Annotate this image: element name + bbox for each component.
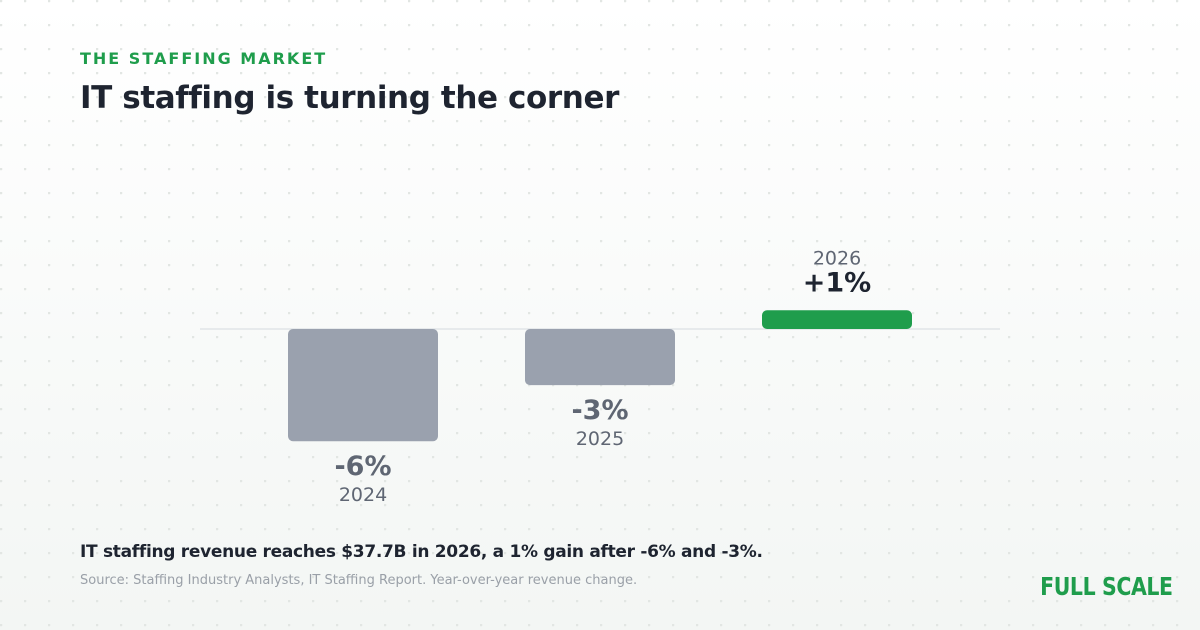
category-label-2025: 2025	[576, 428, 624, 450]
category-label-2024: 2024	[339, 484, 387, 506]
chart-caption: IT staffing revenue reaches $37.7B in 20…	[80, 542, 763, 562]
category-label-2026: 2026	[813, 247, 861, 269]
value-label-2026: +1%	[803, 267, 871, 298]
eyebrow-label: THE STAFFING MARKET	[80, 49, 328, 68]
bar-2025	[525, 329, 675, 386]
brand-logo: FULL SCALE	[1040, 572, 1173, 601]
source-note: Source: Staffing Industry Analysts, IT S…	[80, 573, 638, 588]
bar-2026	[762, 310, 912, 329]
page-title: IT staffing is turning the corner	[80, 80, 619, 116]
value-label-2025: -3%	[571, 395, 628, 426]
bar-2024	[288, 329, 438, 442]
bars-group: -6%2024 -3%2025 2026+1%	[288, 247, 912, 506]
value-label-2024: -6%	[334, 451, 391, 482]
